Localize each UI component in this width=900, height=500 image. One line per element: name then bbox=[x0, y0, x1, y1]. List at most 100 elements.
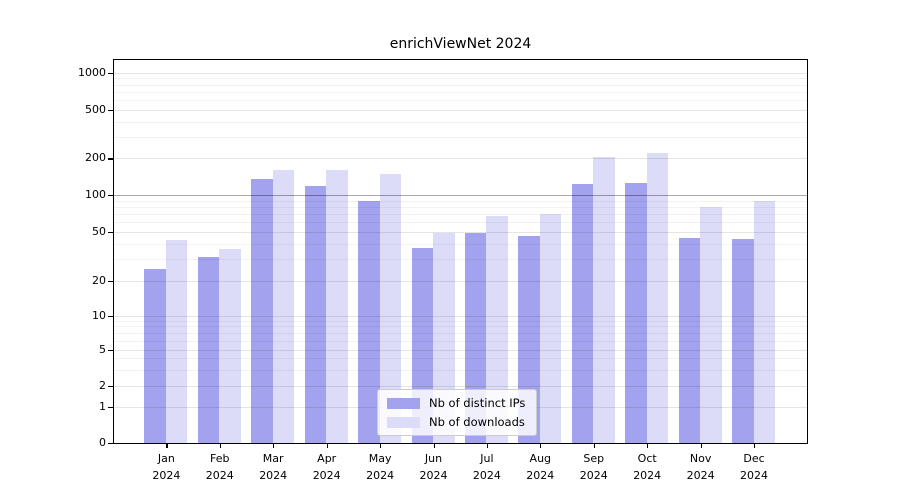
x-tick-label-year: 2024 bbox=[152, 469, 181, 482]
grid-line-major bbox=[114, 110, 807, 111]
x-tick-label-year: 2024 bbox=[526, 469, 555, 482]
bar-downloads bbox=[326, 169, 348, 443]
legend-label: Nb of distinct IPs bbox=[429, 396, 526, 410]
grid-line-minor bbox=[114, 333, 807, 334]
x-tick-label-year: 2024 bbox=[419, 469, 448, 482]
y-tick-mark bbox=[108, 443, 113, 445]
bar-downloads bbox=[486, 215, 508, 443]
grid-line-major bbox=[114, 349, 807, 351]
x-tick-label: Feb 2024 bbox=[190, 450, 250, 484]
y-tick-label: 1000 bbox=[78, 65, 106, 79]
x-tick-label: Oct 2024 bbox=[617, 450, 677, 484]
bar-downloads bbox=[700, 207, 722, 443]
legend-swatch-distinct-ips bbox=[387, 397, 420, 409]
bar-downloads bbox=[272, 169, 295, 443]
x-tick-label-year: 2024 bbox=[579, 469, 608, 482]
grid-line-minor bbox=[114, 369, 807, 371]
bar-distinct-ips bbox=[197, 257, 220, 443]
y-tick-mark bbox=[108, 110, 113, 112]
grid-line-minor bbox=[114, 358, 807, 360]
legend-row: Nb of distinct IPs bbox=[387, 396, 525, 410]
y-tick-label: 20 bbox=[92, 273, 106, 287]
grid-line-major bbox=[114, 315, 807, 317]
x-tick-label: Apr 2024 bbox=[297, 450, 357, 484]
bar-downloads bbox=[539, 214, 562, 443]
bar-downloads bbox=[753, 200, 775, 443]
bar-distinct-ips bbox=[251, 178, 273, 443]
grid-line-minor bbox=[114, 243, 807, 245]
grid-line-minor bbox=[114, 137, 807, 138]
grid-line-minor bbox=[114, 84, 807, 86]
x-tick-mark bbox=[647, 444, 649, 448]
grid-line-minor bbox=[114, 222, 807, 224]
y-tick-mark bbox=[108, 280, 113, 282]
grid-line-minor bbox=[114, 259, 807, 260]
x-tick-mark bbox=[593, 444, 595, 448]
grid-line-minor bbox=[114, 207, 807, 209]
grid-line-major bbox=[114, 386, 807, 387]
grid-line-minor bbox=[114, 100, 807, 102]
legend: Nb of distinct IPs Nb of downloads bbox=[377, 389, 538, 436]
grid-line-major bbox=[114, 232, 807, 233]
x-tick-mark bbox=[166, 444, 168, 448]
x-tick-mark bbox=[326, 444, 328, 448]
x-tick-label-year: 2024 bbox=[633, 469, 662, 482]
x-tick-label: Nov 2024 bbox=[671, 450, 731, 484]
grid-line-minor bbox=[114, 91, 807, 93]
bar-distinct-ips bbox=[678, 237, 701, 443]
bar-distinct-ips bbox=[625, 183, 647, 443]
grid-line-minor bbox=[114, 320, 807, 322]
x-tick-label: Jan 2024 bbox=[136, 450, 196, 484]
grid-line-major bbox=[114, 158, 807, 160]
bar-distinct-ips bbox=[571, 184, 594, 443]
legend-row: Nb of downloads bbox=[387, 415, 525, 429]
bar-distinct-ips bbox=[358, 200, 380, 443]
x-tick-label: Jun 2024 bbox=[404, 450, 464, 484]
x-tick-label: Sep 2024 bbox=[564, 450, 624, 484]
grid-line-minor bbox=[114, 326, 807, 328]
x-tick-label: Mar 2024 bbox=[243, 450, 303, 484]
y-tick-label: 5 bbox=[99, 342, 106, 356]
bar-distinct-ips bbox=[732, 238, 754, 443]
x-tick-mark bbox=[486, 444, 489, 448]
x-tick-mark bbox=[433, 444, 435, 448]
y-tick-mark bbox=[108, 407, 113, 409]
x-tick-mark bbox=[700, 444, 702, 448]
x-tick-mark bbox=[754, 444, 756, 448]
bar-downloads bbox=[219, 249, 241, 443]
y-tick-label: 1 bbox=[99, 400, 106, 414]
grid-line-major bbox=[114, 72, 807, 74]
bar-distinct-ips bbox=[304, 186, 327, 443]
plot-area: Nb of distinct IPs Nb of downloads bbox=[113, 59, 808, 444]
x-tick-label: Aug 2024 bbox=[510, 450, 570, 484]
x-tick-label-year: 2024 bbox=[472, 469, 501, 482]
grid-line-minor bbox=[114, 214, 807, 216]
y-tick-mark bbox=[108, 386, 113, 388]
x-tick-label: Jul 2024 bbox=[457, 450, 517, 484]
bar-distinct-ips bbox=[144, 268, 166, 443]
x-tick-label-year: 2024 bbox=[259, 469, 288, 482]
bar-downloads bbox=[646, 152, 669, 443]
bar-downloads bbox=[165, 240, 188, 443]
x-tick-label-year: 2024 bbox=[366, 469, 395, 482]
x-tick-mark bbox=[540, 444, 542, 448]
bar-downloads bbox=[379, 173, 402, 443]
legend-label: Nb of downloads bbox=[429, 415, 525, 429]
x-tick-label-year: 2024 bbox=[312, 469, 341, 482]
x-tick-label-year: 2024 bbox=[686, 469, 715, 482]
x-tick-mark bbox=[219, 444, 221, 448]
grid-line-minor bbox=[114, 78, 807, 80]
y-tick-mark bbox=[108, 315, 113, 317]
y-tick-mark bbox=[108, 195, 113, 197]
y-tick-label: 10 bbox=[92, 308, 106, 322]
x-tick-label-year: 2024 bbox=[205, 469, 234, 482]
y-tick-mark bbox=[108, 158, 113, 160]
grid-line-minor bbox=[114, 200, 807, 202]
x-tick-mark bbox=[380, 444, 382, 448]
y-tick-label: 50 bbox=[92, 225, 106, 238]
grid-line-major bbox=[114, 280, 807, 282]
x-tick-label-year: 2024 bbox=[740, 469, 768, 482]
x-tick-label: May 2024 bbox=[350, 450, 410, 484]
grid-line-minor bbox=[114, 121, 807, 123]
